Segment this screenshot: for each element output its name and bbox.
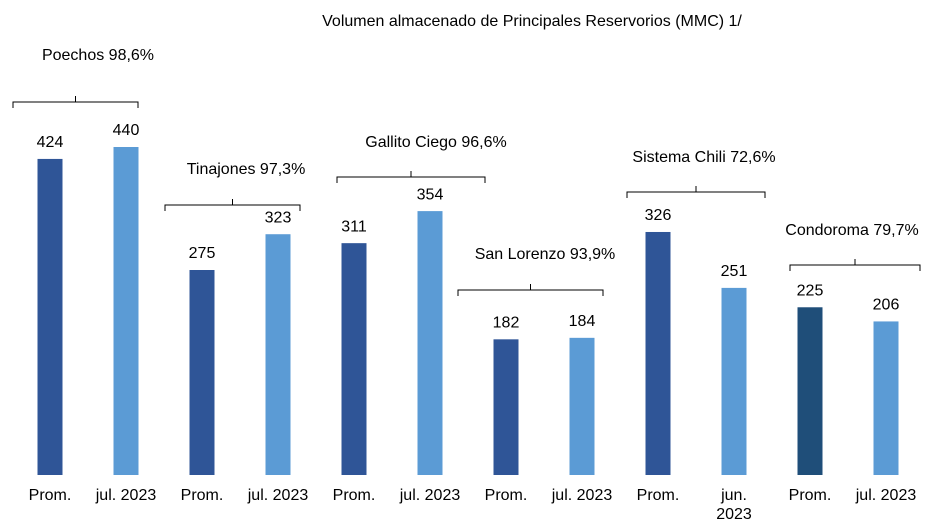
bar	[113, 147, 139, 475]
value-label: 275	[189, 245, 216, 262]
value-label: 184	[569, 313, 596, 330]
bar	[797, 307, 823, 475]
x-tick-label: Prom.	[332, 487, 376, 504]
value-label: 326	[645, 207, 672, 224]
value-label: 354	[417, 186, 444, 203]
value-label: 206	[873, 297, 900, 314]
bar	[493, 339, 519, 475]
chart-title: Volumen almacenado de Principales Reserv…	[322, 13, 742, 30]
x-tick-label: Prom.	[636, 487, 680, 504]
group-bracket	[457, 284, 604, 296]
group-label: Sistema Chili 72,6%	[632, 149, 775, 166]
group-label: Tinajones 97,3%	[187, 161, 306, 178]
x-tick-label: jun. 2023	[716, 487, 752, 523]
value-label: 440	[113, 122, 140, 139]
bar	[189, 270, 215, 475]
group-bracket	[789, 259, 921, 271]
value-label: 424	[37, 134, 64, 151]
x-tick-label: jul. 2023	[247, 487, 309, 504]
bar	[37, 158, 63, 475]
bar	[569, 337, 595, 475]
x-tick-label: jul. 2023	[551, 487, 613, 504]
bar	[721, 287, 747, 475]
bar	[341, 243, 367, 475]
group-label: Gallito Ciego 96,6%	[365, 134, 506, 151]
value-label: 182	[493, 315, 520, 332]
x-tick-label: jul. 2023	[95, 487, 157, 504]
group-label: Poechos 98,6%	[42, 47, 154, 64]
value-label: 225	[797, 282, 824, 299]
group-bracket	[164, 199, 301, 211]
bar	[417, 211, 443, 476]
x-tick-label: Prom.	[28, 487, 72, 504]
value-label: 251	[721, 263, 748, 280]
group-bracket	[336, 171, 486, 183]
bar	[873, 321, 899, 475]
bar	[645, 231, 671, 475]
bar	[265, 234, 291, 475]
x-tick-label: Prom.	[484, 487, 528, 504]
x-tick-label: Prom.	[180, 487, 224, 504]
group-label: Condoroma 79,7%	[785, 222, 918, 239]
value-label: 323	[265, 209, 292, 226]
x-tick-label: jul. 2023	[855, 487, 917, 504]
group-bracket	[12, 96, 139, 108]
x-tick-label: Prom.	[788, 487, 832, 504]
x-tick-label: jul. 2023	[399, 487, 461, 504]
value-label: 311	[341, 218, 367, 235]
group-label: San Lorenzo 93,9%	[475, 246, 616, 263]
group-bracket	[626, 186, 766, 198]
